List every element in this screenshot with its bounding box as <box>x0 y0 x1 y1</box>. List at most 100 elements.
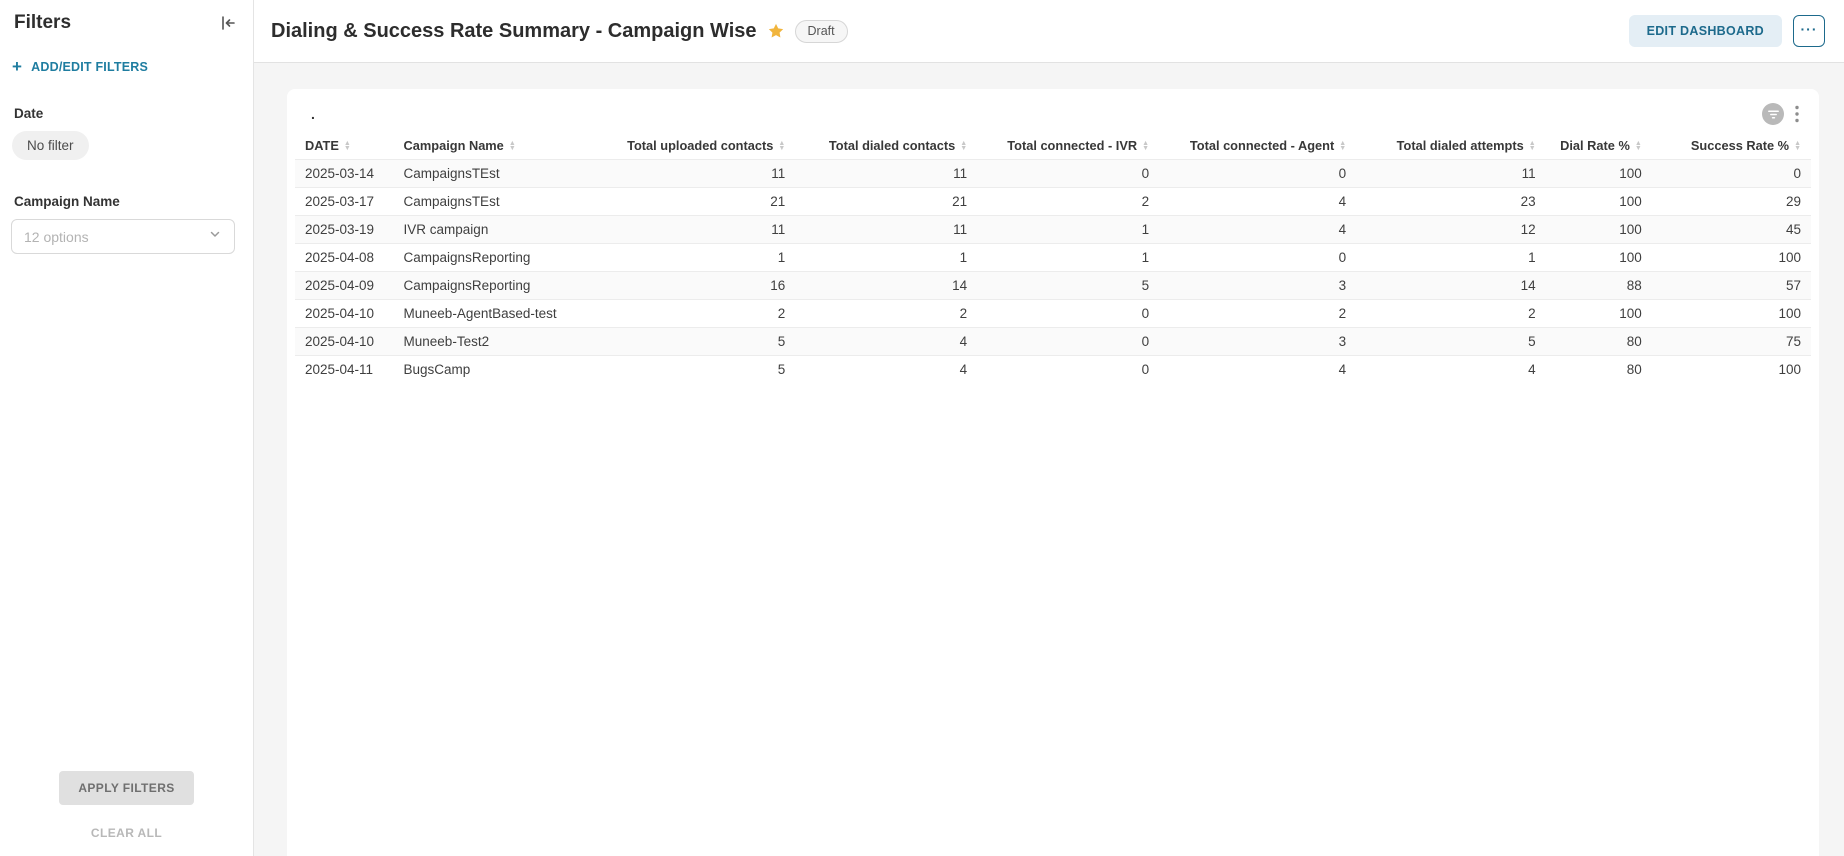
cell-total-dialed-attempts: 11 <box>1521 166 1536 182</box>
column-label: Total connected - Agent <box>1189 138 1335 154</box>
cell-date: 2025-04-09 <box>305 278 375 294</box>
date-filter-chip[interactable]: No filter <box>12 131 89 160</box>
cell-campaign-name: CampaignsReporting <box>403 250 531 266</box>
sort-icon: ▲ ▼ <box>1528 139 1536 152</box>
collapse-sidebar-icon[interactable] <box>219 14 237 32</box>
cell-total-connected-agent: 2 <box>1338 306 1347 322</box>
dashboard-topbar: Dialing & Success Rate Summary - Campaig… <box>254 0 1844 63</box>
cell-total-uploaded-contacts: 1 <box>777 250 786 266</box>
cell-total-dialed-contacts: 4 <box>959 362 968 378</box>
campaign-select-value: 12 options <box>24 228 89 245</box>
column-header-total-dialed-contacts[interactable]: Total dialed contacts ▲ ▼ <box>795 131 977 160</box>
cell-total-dialed-contacts: 4 <box>959 334 968 350</box>
cell-total-connected-agent: 4 <box>1338 222 1347 238</box>
cell-success-rate: 100 <box>1778 250 1801 266</box>
cell-date: 2025-04-08 <box>305 250 375 266</box>
column-label: DATE <box>305 138 339 154</box>
sort-icon: ▲ ▼ <box>1794 139 1801 152</box>
cell-date: 2025-04-10 <box>305 306 375 322</box>
column-header-total-connected-ivr[interactable]: Total connected - IVR ▲ ▼ <box>977 131 1159 160</box>
cell-total-uploaded-contacts: 16 <box>770 278 786 294</box>
cell-total-connected-ivr: 5 <box>1141 278 1150 294</box>
widget-kebab-menu-icon[interactable] <box>1795 105 1799 123</box>
cell-total-uploaded-contacts: 5 <box>777 362 786 378</box>
cell-total-dialed-contacts: 2 <box>959 306 968 322</box>
sort-icon: ▲ ▼ <box>508 139 516 152</box>
report-card: . <box>287 89 1819 856</box>
cell-success-rate: 45 <box>1785 222 1801 238</box>
table-row: 2025-03-17 CampaignsTEst 21 21 2 4 23 100 29 <box>295 187 1811 216</box>
cell-success-rate: 100 <box>1778 362 1801 378</box>
cell-campaign-name: IVR campaign <box>403 222 489 238</box>
apply-filters-button[interactable]: APPLY FILTERS <box>59 771 194 805</box>
cell-total-connected-agent: 3 <box>1338 278 1347 294</box>
cell-dial-rate: 100 <box>1619 194 1642 210</box>
column-header-dial-rate[interactable]: Dial Rate % ▲ ▼ <box>1546 131 1652 160</box>
cell-dial-rate: 80 <box>1626 362 1642 378</box>
report-card-header: . <box>295 99 1811 131</box>
cell-campaign-name: Muneeb-AgentBased-test <box>403 306 557 322</box>
cell-total-dialed-contacts: 11 <box>953 166 968 182</box>
column-header-campaign-name[interactable]: Campaign Name ▲ ▼ <box>394 131 599 160</box>
campaign-filter-label: Campaign Name <box>14 194 120 209</box>
campaign-select[interactable]: 12 options <box>11 219 235 254</box>
column-label: Total dialed attempts <box>1396 138 1524 154</box>
add-edit-filters-button[interactable]: + ADD/EDIT FILTERS <box>0 34 253 76</box>
cell-total-connected-agent: 0 <box>1338 250 1347 266</box>
topbar-actions: EDIT DASHBOARD ··· <box>1628 15 1825 47</box>
main-area: Dialing & Success Rate Summary - Campaig… <box>254 0 1844 856</box>
cell-dial-rate: 88 <box>1626 278 1642 294</box>
filters-sidebar: Filters + ADD/EDIT FILTERS Date No filte… <box>0 0 254 856</box>
clear-all-button[interactable]: CLEAR ALL <box>90 826 163 840</box>
column-label: Total dialed contacts <box>828 138 956 154</box>
cell-dial-rate: 100 <box>1619 166 1642 182</box>
column-header-success-rate[interactable]: Success Rate % ▲ ▼ <box>1652 131 1811 160</box>
sort-icon: ▲ ▼ <box>778 139 786 152</box>
cell-success-rate: 100 <box>1778 306 1801 322</box>
page-title: Dialing & Success Rate Summary - Campaig… <box>271 19 757 42</box>
table-row: 2025-04-10 Muneeb-Test2 5 4 0 3 5 80 75 <box>295 327 1811 356</box>
cell-total-dialed-attempts: 4 <box>1528 362 1536 378</box>
cell-total-uploaded-contacts: 21 <box>770 194 786 210</box>
cell-total-dialed-attempts: 2 <box>1528 306 1536 322</box>
column-header-total-uploaded-contacts[interactable]: Total uploaded contacts ▲ ▼ <box>598 131 795 160</box>
column-label: Dial Rate % <box>1560 138 1630 154</box>
draft-status-badge: Draft <box>794 19 848 43</box>
cell-total-uploaded-contacts: 11 <box>771 166 786 182</box>
sort-icon: ▲ ▼ <box>1634 139 1642 152</box>
cell-total-connected-agent: 0 <box>1338 166 1347 182</box>
column-header-total-connected-agent[interactable]: Total connected - Agent ▲ ▼ <box>1159 131 1356 160</box>
favorite-star-icon[interactable] <box>767 22 785 40</box>
more-options-button[interactable]: ··· <box>1793 15 1825 47</box>
sort-icon: ▲ ▼ <box>960 139 968 152</box>
cell-campaign-name: CampaignsTEst <box>403 166 500 182</box>
sort-icon: ▲ ▼ <box>343 139 351 152</box>
cell-campaign-name: Muneeb-Test2 <box>403 334 490 350</box>
cell-total-dialed-attempts: 5 <box>1528 334 1536 350</box>
cell-dial-rate: 80 <box>1626 334 1642 350</box>
cell-success-rate: 0 <box>1793 166 1801 182</box>
column-header-total-dialed-attempts[interactable]: Total dialed attempts ▲ ▼ <box>1356 131 1546 160</box>
chevron-down-icon <box>208 227 222 246</box>
cell-total-connected-ivr: 1 <box>1141 250 1150 266</box>
cell-total-connected-ivr: 0 <box>1141 362 1150 378</box>
cell-campaign-name: CampaignsTEst <box>403 194 500 210</box>
cell-total-dialed-attempts: 14 <box>1520 278 1536 294</box>
cell-total-connected-ivr: 1 <box>1141 222 1150 238</box>
cell-total-connected-agent: 4 <box>1338 194 1347 210</box>
plus-icon: + <box>12 57 23 76</box>
column-header-date[interactable]: DATE ▲ ▼ <box>295 131 394 160</box>
column-label: Campaign Name <box>403 138 504 154</box>
cell-success-rate: 57 <box>1785 278 1801 294</box>
cell-total-dialed-contacts: 11 <box>953 222 968 238</box>
sort-icon: ▲ ▼ <box>1339 139 1347 152</box>
widget-title: . <box>311 106 315 122</box>
cell-total-uploaded-contacts: 11 <box>771 222 786 238</box>
widget-filter-icon[interactable] <box>1762 103 1784 125</box>
table-row: 2025-04-09 CampaignsReporting 16 14 5 3 14 88 57 <box>295 271 1811 300</box>
edit-dashboard-button[interactable]: EDIT DASHBOARD <box>1628 15 1782 47</box>
cell-campaign-name: CampaignsReporting <box>403 278 531 294</box>
column-label: Success Rate % <box>1690 138 1790 154</box>
cell-total-dialed-attempts: 12 <box>1520 222 1536 238</box>
